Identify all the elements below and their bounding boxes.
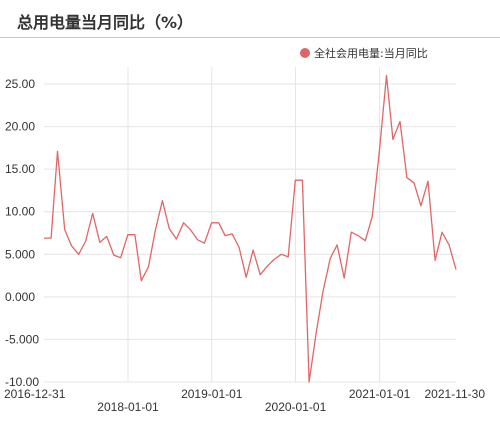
- data-point[interactable]: [42, 236, 46, 240]
- x-tick-label: 2021-11-30: [425, 387, 486, 401]
- data-point[interactable]: [133, 233, 137, 237]
- data-point[interactable]: [217, 221, 221, 225]
- data-point[interactable]: [167, 227, 171, 231]
- grid-layer: [44, 67, 456, 383]
- data-point[interactable]: [335, 243, 339, 247]
- data-point[interactable]: [349, 230, 353, 234]
- data-point[interactable]: [370, 215, 374, 219]
- data-point[interactable]: [293, 178, 297, 182]
- data-point[interactable]: [77, 252, 81, 256]
- data-point[interactable]: [119, 256, 123, 260]
- data-point[interactable]: [405, 176, 409, 180]
- data-point[interactable]: [258, 273, 262, 277]
- series-line: [44, 74, 457, 383]
- y-tick-label: 25.00: [5, 77, 35, 91]
- data-point[interactable]: [223, 234, 227, 238]
- data-point[interactable]: [286, 255, 290, 259]
- y-tick-label: -10.00: [5, 375, 39, 389]
- data-point[interactable]: [265, 264, 269, 268]
- data-point[interactable]: [272, 257, 276, 261]
- data-point[interactable]: [251, 248, 255, 252]
- y-tick-label: 5.000: [5, 247, 35, 261]
- data-point[interactable]: [230, 232, 234, 236]
- data-point[interactable]: [139, 279, 143, 283]
- x-tick-label: 2018-01-01: [97, 400, 159, 414]
- legend-swatch: [300, 48, 310, 58]
- data-point[interactable]: [454, 268, 458, 272]
- data-point[interactable]: [244, 275, 248, 279]
- y-tick-label: 20.00: [5, 120, 35, 134]
- data-point[interactable]: [49, 236, 53, 240]
- data-point[interactable]: [210, 221, 214, 225]
- data-point[interactable]: [112, 253, 116, 257]
- x-tick-label: 2016-12-31: [4, 387, 66, 401]
- data-point[interactable]: [300, 178, 304, 182]
- data-point[interactable]: [279, 252, 283, 256]
- data-point[interactable]: [126, 233, 130, 237]
- data-point[interactable]: [146, 265, 150, 269]
- x-tick-label: 2021-01-01: [349, 387, 411, 401]
- data-point[interactable]: [447, 243, 451, 247]
- y-tick-label: 15.00: [5, 162, 35, 176]
- chart-header: 总用电量当月同比（%）: [0, 0, 500, 38]
- data-point[interactable]: [98, 240, 102, 244]
- legend[interactable]: 全社会用电量:当月同比: [300, 46, 428, 60]
- data-point[interactable]: [202, 241, 206, 245]
- chart-title: 总用电量当月同比（%）: [17, 13, 194, 32]
- data-point[interactable]: [188, 228, 192, 232]
- data-point[interactable]: [419, 204, 423, 208]
- data-point[interactable]: [91, 211, 95, 215]
- data-point[interactable]: [56, 149, 60, 153]
- data-point[interactable]: [321, 289, 325, 293]
- legend-label: 全社会用电量:当月同比: [314, 46, 428, 60]
- data-point[interactable]: [314, 331, 318, 335]
- y-tick-label: -5.000: [5, 332, 39, 346]
- data-point[interactable]: [105, 234, 109, 238]
- data-point[interactable]: [440, 230, 444, 234]
- data-point[interactable]: [342, 276, 346, 280]
- data-point[interactable]: [391, 137, 395, 141]
- y-tick-label: 10.00: [5, 205, 35, 219]
- data-point[interactable]: [174, 237, 178, 241]
- data-point[interactable]: [237, 246, 241, 250]
- data-point[interactable]: [433, 258, 437, 262]
- x-tick-label: 2020-01-01: [265, 400, 327, 414]
- data-point[interactable]: [398, 120, 402, 124]
- data-point[interactable]: [328, 257, 332, 261]
- data-point[interactable]: [385, 74, 389, 78]
- y-tick-label: 0.000: [5, 290, 35, 304]
- x-tick-label: 2019-01-01: [181, 387, 243, 401]
- data-point[interactable]: [426, 179, 430, 183]
- data-point[interactable]: [307, 380, 311, 384]
- data-point[interactable]: [63, 228, 67, 232]
- axis-layer: 25.00 20.00 15.00 10.00 5.000 0.000 -5.000 -10.…: [4, 77, 485, 414]
- data-point[interactable]: [196, 238, 200, 242]
- data-point[interactable]: [412, 181, 416, 185]
- series-layer: [42, 74, 458, 384]
- data-point[interactable]: [363, 239, 367, 243]
- data-point[interactable]: [377, 150, 381, 154]
- data-point[interactable]: [84, 240, 88, 244]
- data-point[interactable]: [182, 221, 186, 225]
- data-point[interactable]: [70, 244, 74, 248]
- data-point[interactable]: [356, 234, 360, 238]
- data-point[interactable]: [153, 229, 157, 233]
- data-point[interactable]: [160, 199, 164, 203]
